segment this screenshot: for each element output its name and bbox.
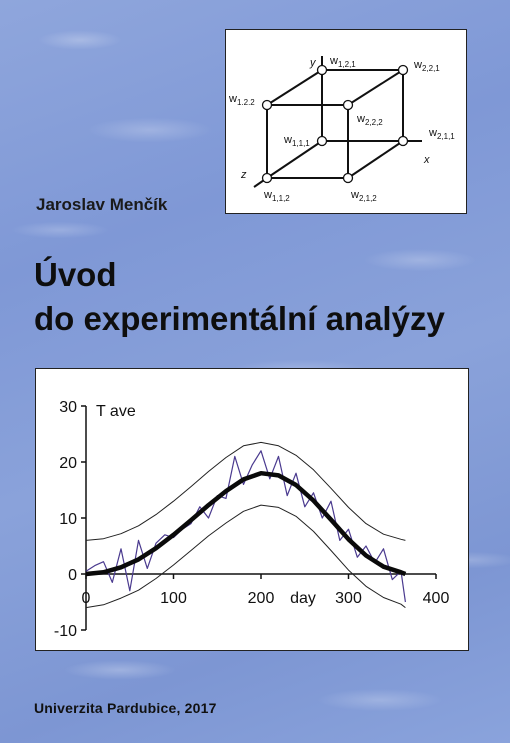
node-w212 (342, 172, 354, 184)
cube-edge (266, 69, 323, 106)
chart-axes (81, 405, 437, 631)
node-w211 (397, 135, 409, 147)
chart-annotation: T ave (96, 403, 136, 420)
x-tick-label: 0 (82, 590, 91, 607)
node-label-w221: w2,2,1 (413, 59, 440, 73)
y-tick-label: -10 (54, 623, 77, 640)
cube-edge (347, 140, 404, 179)
series-line-band-lower (85, 504, 406, 609)
y-tick-label: 0 (68, 567, 77, 584)
node-label-w121: w1,2,1 (329, 55, 356, 69)
cube-nodes (261, 64, 409, 184)
cube-diagram: y x z w1,2,1 w2,2,1 w1.2.2 w2,2,2 w1,1,1… (225, 29, 467, 214)
node-label-w222: w2,2,2 (356, 113, 383, 127)
node-w112 (261, 172, 273, 184)
cube-diagram-svg: y x z w1,2,1 w2,2,1 w1.2.2 w2,2,2 w1,1,1… (228, 55, 455, 203)
axis-label-z: z (240, 169, 247, 181)
y-tick-label: 30 (59, 399, 77, 416)
series-line-fit (85, 470, 407, 577)
cube-edge (347, 69, 404, 106)
cube-edges (253, 56, 422, 188)
series-line-noisy (85, 450, 406, 603)
y-tick-label: 20 (59, 455, 77, 472)
x-tick-label: 100 (160, 590, 187, 607)
axis-label-y: y (309, 57, 317, 69)
node-w121 (316, 64, 328, 76)
node-label-w122: w1.2.2 (228, 93, 255, 107)
node-w221 (397, 64, 409, 76)
cube-edge (266, 140, 323, 179)
book-title-line-2: do experimentální analýzy (34, 300, 445, 337)
axis-label-x: x (423, 154, 430, 166)
series-line-band-upper (85, 441, 406, 541)
x-tick-label: 200 (248, 590, 275, 607)
node-label-w212: w2,1,2 (350, 189, 377, 203)
x-axis-label: day (290, 590, 316, 607)
node-label-w211: w2,1,1 (428, 127, 455, 141)
author-name: Jaroslav Menčík (36, 195, 168, 214)
node-label-w112: w1,1,2 (263, 189, 290, 203)
node-w122 (261, 99, 273, 111)
node-w222 (342, 99, 354, 111)
y-tick-label: 10 (59, 511, 77, 528)
node-w111 (316, 135, 328, 147)
x-tick-label: 300 (335, 590, 362, 607)
x-tick-label: 400 (423, 590, 450, 607)
chart-series (85, 441, 407, 609)
node-label-w111: w1,1,1 (283, 134, 310, 148)
temperature-chart: -10 0 10 20 30 0 100 200 300 400 day T ave (35, 368, 469, 651)
publisher-year: Univerzita Pardubice, 2017 (34, 700, 217, 716)
book-title-line-1: Úvod (34, 256, 117, 293)
